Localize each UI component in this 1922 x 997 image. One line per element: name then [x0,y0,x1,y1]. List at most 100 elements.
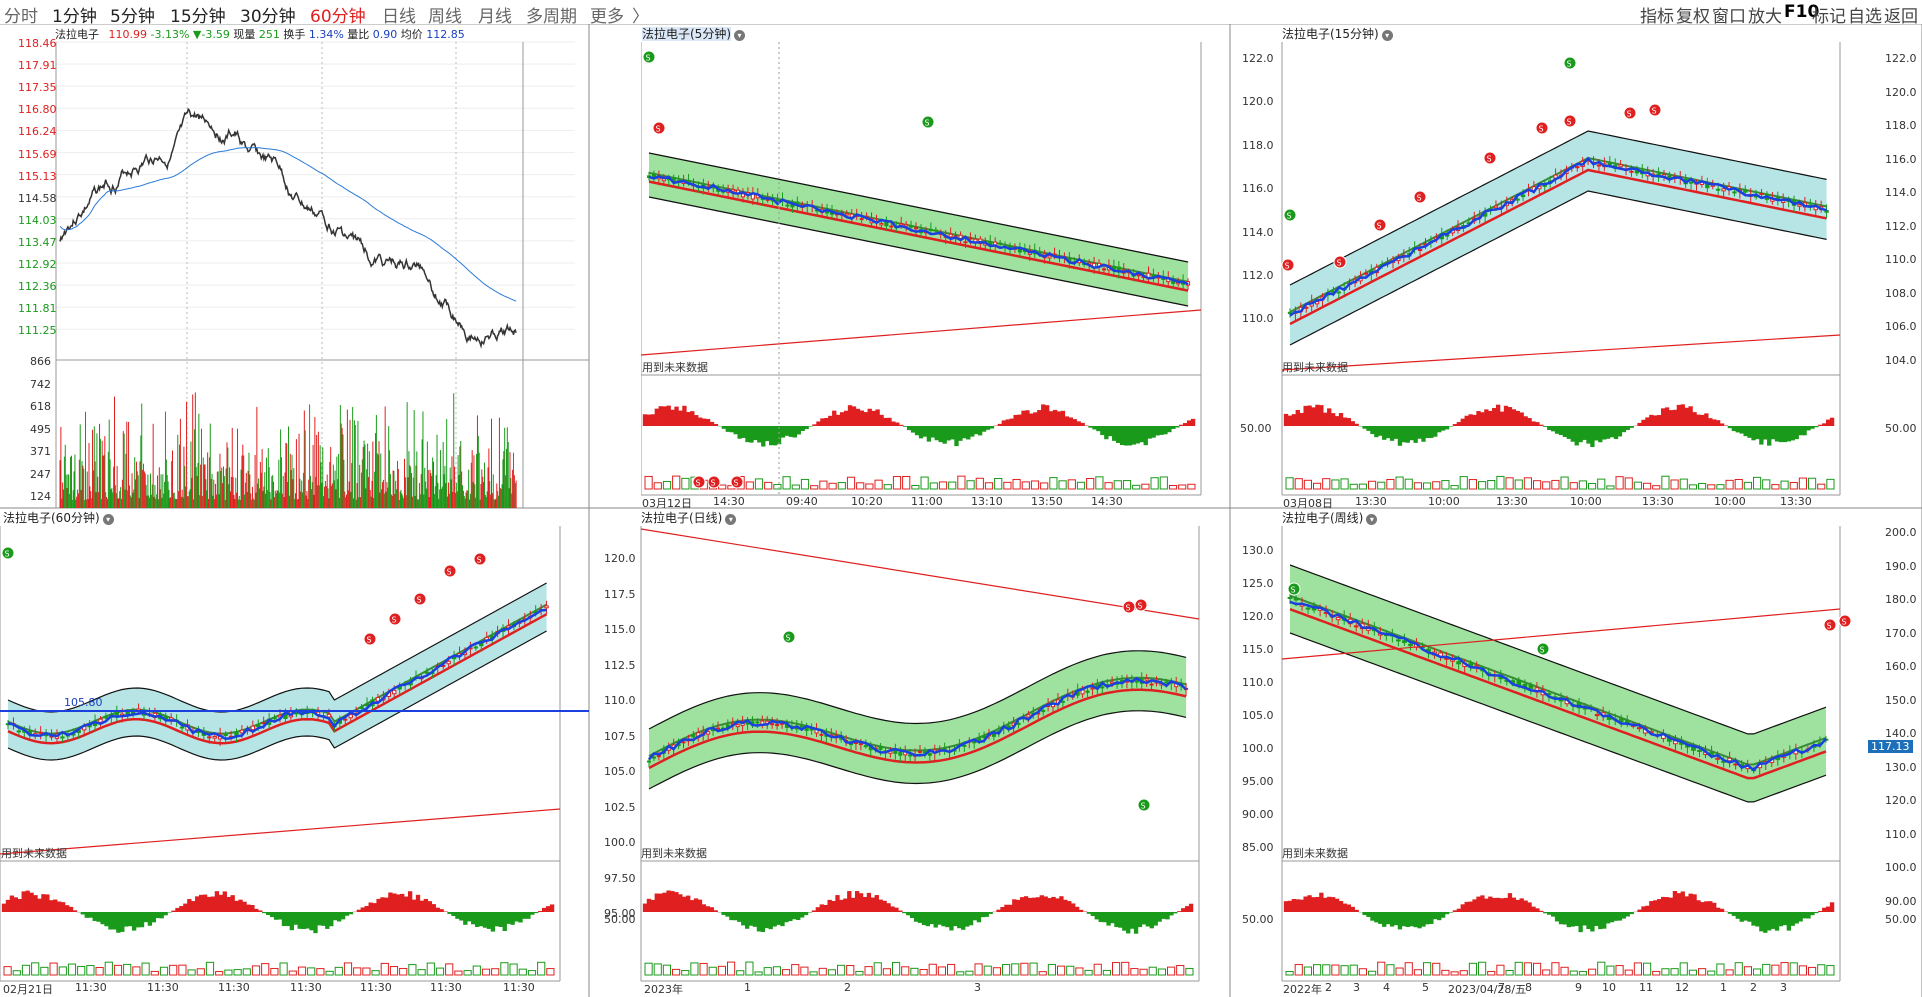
tool-zoom[interactable]: 放大 [1748,7,1782,27]
price-axis-label: 115.69 [18,147,57,161]
week-panel[interactable]: 法拉电子(周线) ▾ S S S S 用到未来数据 117.13 130.0 125.0 1… [1230,509,1922,997]
day-title-text: 法拉电子(日线) [641,511,723,525]
histogram-bar [1358,483,1367,490]
m5-date-label: 11:00 [911,495,943,508]
candle [1101,268,1107,271]
m5-title[interactable]: 法拉电子(5分钟) ▾ [642,25,745,42]
histogram-bar [1606,965,1615,976]
candle [1697,749,1702,752]
histogram-bar [1141,483,1150,490]
candle [1743,189,1748,193]
histogram-bar [1178,484,1187,490]
candle [889,225,894,228]
period-30min[interactable]: 30分钟 [240,7,296,27]
m15-title[interactable]: 法拉电子(15分钟) ▾ [1282,25,1393,42]
week-right-label: 190.0 [1885,559,1917,573]
signal-icon-glyph: S [1627,110,1632,119]
band-lower [7,630,547,761]
band-fill [8,583,547,760]
m15-panel[interactable]: 法拉电子(15分钟) ▾ S S S S S S S S S S S 用到未来数据 122.0 120.… [1230,25,1922,508]
histogram-bar [1459,476,1468,490]
period-60min[interactable]: 60分钟 [310,7,366,27]
m60-chart: S S S S S S [0,526,589,982]
histogram-bar [270,967,279,976]
histogram-bar [1029,962,1038,976]
chevron-down-icon[interactable]: ▾ [1366,514,1378,525]
m15-price-label: 114.0 [1242,225,1274,239]
histogram-bar [782,969,791,976]
tool-indicator[interactable]: 指标 [1640,7,1674,27]
histogram-bar [1789,962,1798,976]
candle [60,736,65,739]
chevron-down-icon[interactable]: ▾ [1381,30,1393,41]
histogram-bar [1661,968,1670,976]
histogram-bar [472,965,481,976]
histogram-bar [1093,963,1102,976]
histogram-bar [1086,478,1095,490]
m5-panel[interactable]: 法拉电子(5分钟) ▾ S S S S S S 用到未来数据 03月12日 14:30 09:4… [641,25,1230,508]
day-title[interactable]: 法拉电子(日线) ▾ [641,509,737,526]
m60-panel[interactable]: 法拉电子(60分钟) ▾ S S S S S S 105.80 用到未来数据 02月21日 1… [0,509,589,997]
period-week[interactable]: 周线 [428,7,462,27]
histogram-bar [1743,481,1752,490]
histogram-bar [1187,483,1196,490]
histogram-bar [1020,962,1029,976]
period-day[interactable]: 日线 [382,7,416,27]
m60-title[interactable]: 法拉电子(60分钟) ▾ [3,509,114,526]
candle [933,229,938,232]
day-price-label: 97.50 [604,871,636,885]
histogram-bar [827,969,836,976]
ma-green [1289,156,1827,313]
candle [1016,722,1021,725]
m15-date-label: 13:30 [1496,495,1528,508]
histogram-bar [1122,480,1132,490]
period-more[interactable]: 更多 [590,7,624,27]
m5-date-label: 14:30 [713,495,745,508]
period-month[interactable]: 月线 [478,7,512,27]
tool-mark[interactable]: 标记 [1812,7,1846,27]
week-title[interactable]: 法拉电子(周线) ▾ [1282,509,1378,526]
candle [114,711,119,716]
price-axis-label: 117.35 [18,81,57,95]
signal-icon-glyph: S [646,54,651,63]
day-date-label: 2023年 [644,983,683,996]
chevron-down-icon[interactable]: ▾ [102,514,114,525]
tool-back[interactable]: 返回 [1884,7,1918,27]
m15-date-label: 13:30 [1780,495,1812,508]
day-price-label: 117.5 [604,587,636,601]
chevron-down-icon[interactable]: ▾ [734,30,745,41]
tool-f10[interactable]: F10 [1784,2,1820,22]
histogram-bar [261,963,270,976]
period-multi[interactable]: 多周期 [526,7,577,27]
candle [968,237,973,240]
period-5min[interactable]: 5分钟 [110,7,155,27]
histogram-bar [1496,475,1505,490]
histogram-bar [1441,969,1450,976]
week-price-label: 90.00 [1242,808,1274,821]
histogram-bar [1377,481,1386,490]
intraday-panel[interactable]: 法拉电子 110.99 -3.13% ▼-3.59 现量 251 换手 1.34… [0,25,589,508]
histogram-bar [1633,962,1643,976]
chevron-down-icon[interactable]: ▾ [725,514,737,525]
m15-right-label: 114.0 [1885,186,1917,199]
candle [656,755,661,758]
period-1min[interactable]: 1分钟 [52,7,97,27]
period-15min[interactable]: 15分钟 [170,7,226,27]
week-date-label: 3 [1780,981,1787,994]
histogram-bar [21,964,31,976]
band-lower [648,196,1189,307]
histogram-bar [408,964,417,976]
histogram-bar [1432,962,1441,976]
candle [858,743,863,746]
more-chevron-icon[interactable]: 〉 [632,7,649,27]
tool-watchlist[interactable]: 自选 [1848,7,1882,27]
period-fenshi[interactable]: 分时 [4,7,38,27]
candle [473,646,479,649]
signal-icon-glyph: S [1291,586,1296,595]
trend-blue [648,175,1189,286]
tool-window[interactable]: 窗口 [1712,7,1746,27]
histogram-bar [1358,968,1367,976]
tool-adjust[interactable]: 复权 [1676,7,1710,27]
candle [1006,725,1011,729]
